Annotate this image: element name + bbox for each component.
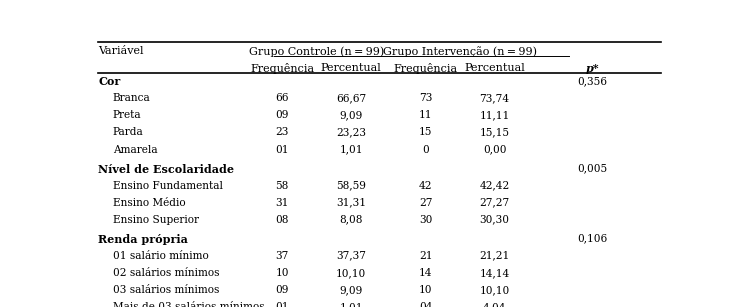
Text: 14,14: 14,14 [479, 268, 510, 278]
Text: Parda: Parda [113, 127, 144, 138]
Text: 66,67: 66,67 [336, 93, 366, 103]
Text: 42: 42 [419, 181, 433, 191]
Text: Renda própria: Renda própria [99, 234, 188, 245]
Text: Frequência: Frequência [393, 63, 458, 74]
Text: 03 salários mínimos: 03 salários mínimos [113, 285, 219, 295]
Text: 01: 01 [276, 145, 289, 154]
Text: 8,08: 8,08 [339, 215, 363, 225]
Text: 11,11: 11,11 [479, 111, 510, 120]
Text: 01 salário mínimo: 01 salário mínimo [113, 251, 208, 261]
Text: 31,31: 31,31 [336, 198, 366, 208]
Text: 21,21: 21,21 [479, 251, 510, 261]
Text: 1,01: 1,01 [339, 145, 363, 154]
Text: 09: 09 [276, 111, 289, 120]
Text: 30: 30 [419, 215, 433, 225]
Text: 58: 58 [276, 181, 289, 191]
Text: Frequência: Frequência [250, 63, 314, 74]
Text: Percentual: Percentual [321, 63, 382, 73]
Text: 08: 08 [276, 215, 289, 225]
Text: Ensino Fundamental: Ensino Fundamental [113, 181, 223, 191]
Text: 01: 01 [276, 302, 289, 307]
Text: 9,09: 9,09 [339, 111, 362, 120]
Text: 9,09: 9,09 [339, 285, 362, 295]
Text: 23,23: 23,23 [336, 127, 366, 138]
Text: 73,74: 73,74 [479, 93, 510, 103]
Text: 0: 0 [422, 145, 429, 154]
Text: Preta: Preta [113, 111, 142, 120]
Text: Ensino Médio: Ensino Médio [113, 198, 185, 208]
Text: 31: 31 [276, 198, 289, 208]
Text: 10: 10 [419, 285, 433, 295]
Text: Percentual: Percentual [465, 63, 525, 73]
Text: 15: 15 [419, 127, 433, 138]
Text: Amarela: Amarela [113, 145, 157, 154]
Text: 04: 04 [419, 302, 433, 307]
Text: 73: 73 [419, 93, 433, 103]
Text: 4,04: 4,04 [483, 302, 506, 307]
Text: 11: 11 [419, 111, 433, 120]
Text: 10,10: 10,10 [336, 268, 366, 278]
Text: 0,00: 0,00 [483, 145, 506, 154]
Text: 66: 66 [276, 93, 289, 103]
Text: 10,10: 10,10 [479, 285, 510, 295]
Text: Grupo Controle (n = 99): Grupo Controle (n = 99) [249, 46, 385, 57]
Text: Mais de 03 salários mínimos: Mais de 03 salários mínimos [113, 302, 265, 307]
Text: Cor: Cor [99, 76, 121, 87]
Text: Ensino Superior: Ensino Superior [113, 215, 199, 225]
Text: 02 salários mínimos: 02 salários mínimos [113, 268, 219, 278]
Text: 23: 23 [276, 127, 289, 138]
Text: Variável: Variável [99, 46, 144, 56]
Text: 27,27: 27,27 [479, 198, 510, 208]
Text: 42,42: 42,42 [479, 181, 510, 191]
Text: 10: 10 [276, 268, 289, 278]
Text: Nível de Escolaridade: Nível de Escolaridade [99, 164, 234, 175]
Text: 09: 09 [276, 285, 289, 295]
Text: 1,01: 1,01 [339, 302, 363, 307]
Text: 15,15: 15,15 [479, 127, 510, 138]
Text: 37,37: 37,37 [336, 251, 366, 261]
Text: Branca: Branca [113, 93, 150, 103]
Text: 30,30: 30,30 [479, 215, 510, 225]
Text: 0,005: 0,005 [577, 164, 608, 173]
Text: 37: 37 [276, 251, 289, 261]
Text: 58,59: 58,59 [336, 181, 366, 191]
Text: 27: 27 [419, 198, 433, 208]
Text: p*: p* [585, 63, 599, 74]
Text: 0,356: 0,356 [577, 76, 607, 87]
Text: 14: 14 [419, 268, 433, 278]
Text: 21: 21 [419, 251, 433, 261]
Text: 0,106: 0,106 [577, 234, 608, 244]
Text: Grupo Intervenção (n = 99): Grupo Intervenção (n = 99) [383, 46, 537, 57]
